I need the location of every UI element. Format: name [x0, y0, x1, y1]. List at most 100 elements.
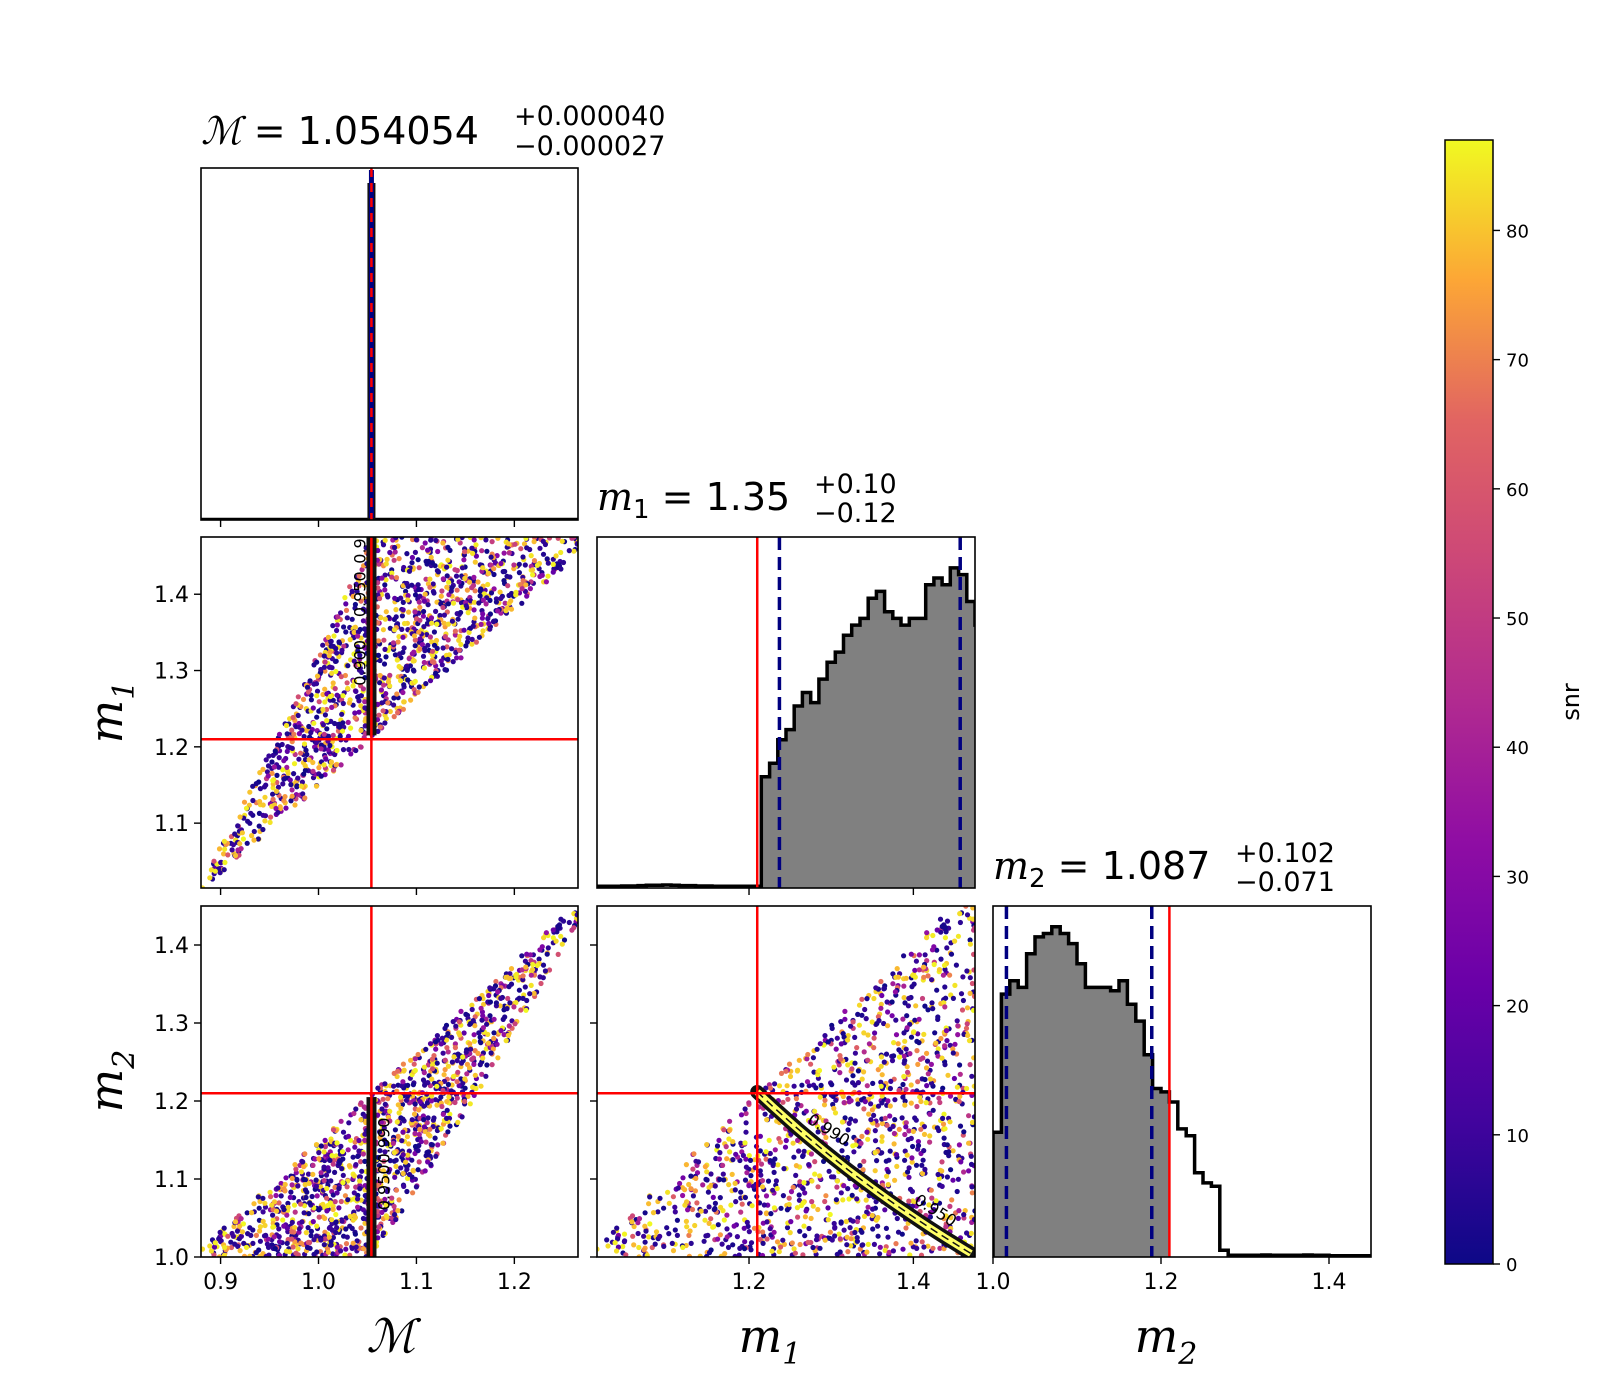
scatter-point — [481, 591, 487, 597]
scatter-point — [408, 1057, 414, 1063]
scatter-point — [946, 1149, 952, 1155]
scatter-point — [837, 1053, 843, 1059]
scatter-point — [283, 1248, 290, 1254]
scatter-point — [383, 1202, 389, 1208]
scatter-point — [434, 568, 440, 574]
scatter-point — [717, 1150, 723, 1156]
scatter-point — [750, 1183, 757, 1189]
scatter-point — [929, 1000, 935, 1006]
scatter-point — [642, 1239, 648, 1245]
scatter-point — [870, 1226, 876, 1232]
scatter-point — [428, 1098, 435, 1104]
scatter-point — [833, 1046, 839, 1052]
scatter-point — [789, 1240, 795, 1246]
scatter-point — [447, 1123, 453, 1129]
scatter-point — [915, 1031, 921, 1037]
scatter-point — [744, 1219, 750, 1225]
scatter-point — [351, 1110, 357, 1117]
scatter-point — [353, 662, 359, 668]
scatter-point — [817, 1094, 823, 1100]
scatter-point — [336, 1186, 342, 1192]
scatter-point — [439, 662, 445, 668]
scatter-point — [642, 1210, 648, 1216]
scatter-point — [291, 761, 298, 767]
scatter-point — [895, 1041, 901, 1047]
scatter-point — [901, 995, 907, 1001]
scatter-point — [967, 937, 973, 943]
scatter-point — [216, 846, 223, 852]
scatter-point — [493, 599, 499, 605]
scatter-point — [518, 546, 524, 552]
colorbar-tick-label: 30 — [1506, 867, 1529, 888]
scatter-point — [381, 661, 388, 667]
scatter-point — [249, 833, 255, 839]
scatter-point — [270, 791, 276, 797]
scatter-point — [327, 1157, 333, 1163]
scatter-point — [442, 1025, 448, 1031]
scatter-point — [519, 600, 525, 606]
scatter-point — [445, 1063, 451, 1069]
scatter-point — [471, 607, 477, 613]
scatter-point — [954, 1084, 961, 1090]
title-m2-minus: −0.071 — [1235, 867, 1335, 898]
scatter-point — [300, 1159, 306, 1165]
scatter-point — [398, 1165, 404, 1171]
xlabel-mc-symbol: ℳ — [366, 1309, 421, 1363]
scatter-point — [314, 673, 321, 679]
scatter-point — [313, 1183, 319, 1189]
scatter-point — [321, 1164, 327, 1170]
scatter-point — [401, 645, 407, 651]
scatter-point — [647, 1221, 653, 1227]
scatter-point — [329, 704, 335, 711]
histogram-step-line — [597, 566, 975, 888]
scatter-point — [771, 1169, 777, 1175]
scatter-point — [566, 919, 572, 926]
x-tick-label: 1.2 — [497, 1270, 532, 1295]
scatter-point — [377, 1134, 383, 1141]
scatter-point — [344, 1234, 350, 1240]
scatter-point — [487, 611, 493, 617]
scatter-point — [387, 1108, 393, 1114]
scatter-point — [503, 1038, 509, 1044]
scatter-point — [339, 711, 345, 717]
xlabel-m2-symbol: m — [1135, 1309, 1179, 1363]
scatter-point — [381, 637, 387, 643]
scatter-point — [910, 1198, 916, 1204]
scatter-point — [310, 1162, 316, 1168]
scatter-point — [861, 1213, 868, 1219]
scatter-point — [358, 1117, 364, 1123]
scatter-point — [420, 613, 426, 619]
scatter-point — [929, 977, 935, 983]
scatter-point — [727, 1149, 733, 1155]
scatter-point — [404, 1188, 410, 1195]
scatter-point — [253, 781, 259, 787]
scatter-point — [903, 975, 909, 981]
scatter-point — [405, 597, 411, 603]
scatter-point — [469, 545, 475, 551]
scatter-point — [339, 1166, 345, 1172]
scatter-point — [775, 1162, 781, 1168]
scatter-point — [724, 1234, 730, 1240]
scatter-point — [958, 991, 965, 997]
scatter-point — [273, 805, 279, 812]
scatter-point — [941, 962, 948, 969]
title-m1-symbol: m — [597, 475, 633, 519]
scatter-point — [652, 1241, 658, 1247]
scatter-point — [704, 1169, 710, 1175]
scatter-point — [449, 1034, 455, 1040]
scatter-point — [847, 1225, 853, 1231]
scatter-point — [396, 663, 402, 670]
scatter-point — [884, 999, 890, 1005]
scatter-point — [785, 1096, 791, 1102]
scatter-point — [523, 964, 529, 970]
scatter-point — [289, 1236, 295, 1242]
scatter-point — [796, 1148, 802, 1154]
scatter-point — [322, 712, 328, 718]
scatter-point — [910, 1143, 916, 1150]
scatter-point — [957, 1062, 963, 1068]
scatter-point — [351, 651, 357, 657]
scatter-point — [501, 578, 507, 584]
scatter-point — [298, 750, 304, 756]
scatter-point — [881, 1059, 887, 1065]
scatter-point — [964, 1021, 970, 1027]
